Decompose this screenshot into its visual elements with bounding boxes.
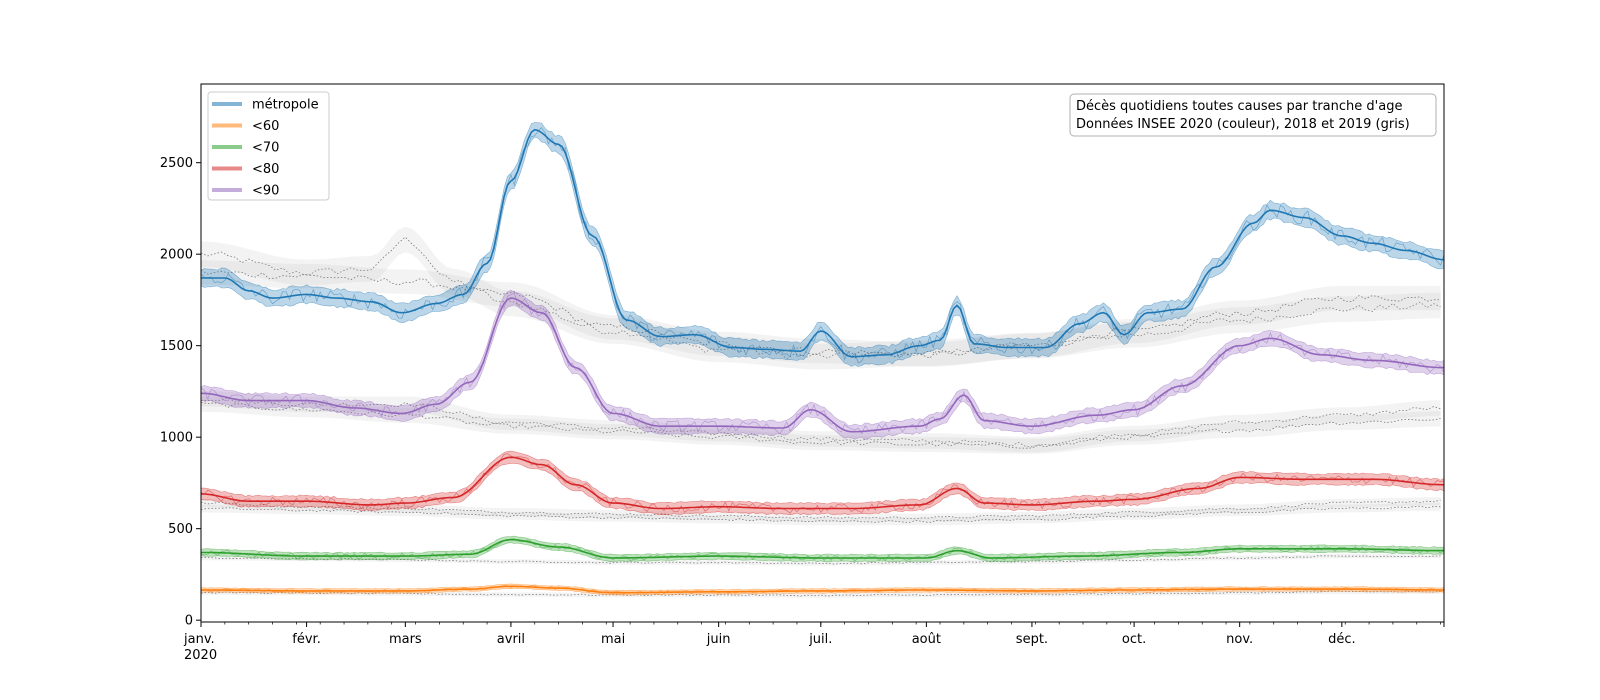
reference-band [201,260,1441,367]
reference-line [201,555,1441,565]
y-tick-label: 2000 [160,248,193,263]
legend-label: <70 [252,141,279,156]
legend-label: <90 [252,184,279,199]
y-tick-label: 1500 [160,339,193,354]
reference-line [200,236,1441,360]
reference-band [201,502,1441,526]
x-axis: janv.2020 févr. mars avril mai juin juil. août s… [183,622,1445,663]
series-<60 [200,583,1445,596]
legend-label: métropole [252,98,319,113]
plot-area-frame [200,83,1445,623]
y-tick-label: 0 [185,614,193,629]
x-tick-label: juin [706,632,731,647]
x-tick-label: sept. [1016,632,1048,647]
reference-band [201,396,1441,454]
reference-band [201,226,1441,370]
x-tick-label: nov. [1226,632,1253,647]
annotation: Décès quotidiens toutes causes par tranc… [1069,93,1437,137]
series-line [201,128,1445,358]
y-tick-label: 500 [168,522,193,537]
annotation-box [1069,93,1437,137]
series-<70 [200,535,1445,563]
annotation-line-1: Décès quotidiens toutes causes par tranc… [1076,99,1402,114]
y-tick-label: 1000 [160,431,193,446]
y-axis: 0 500 1000 1500 2000 2500 [160,156,201,629]
x-tick-sublabel: 2020 [184,648,217,663]
y-tick-label: 2500 [160,156,193,171]
series-line [201,585,1444,594]
x-tick-label: août [912,632,941,647]
legend-label: <80 [252,162,279,177]
reference-line [200,397,1441,448]
x-tick-label: avril [497,632,525,647]
x-tick-label: mai [601,632,625,647]
reference-band [201,553,1441,566]
reference-band [201,497,1441,522]
x-tick-label: févr. [292,632,321,647]
x-tick-label: janv. [183,632,215,647]
reference-series-layer [200,226,1441,598]
x-tick-label: juil. [808,632,832,647]
legend-box [207,91,330,201]
legend-label: <60 [252,119,279,134]
annotation-line-2: Données INSEE 2020 (couleur), 2018 et 20… [1076,117,1410,132]
series-line [201,538,1444,559]
x-tick-label: oct. [1122,632,1146,647]
x-tick-label: mars [389,632,422,647]
series-line [200,456,1445,510]
series-layer [200,122,1445,596]
legend: métropole <60 <70 <80 <90 [207,91,330,201]
reference-line [200,402,1441,449]
x-tick-label: déc. [1328,632,1356,647]
series-line [200,297,1444,433]
